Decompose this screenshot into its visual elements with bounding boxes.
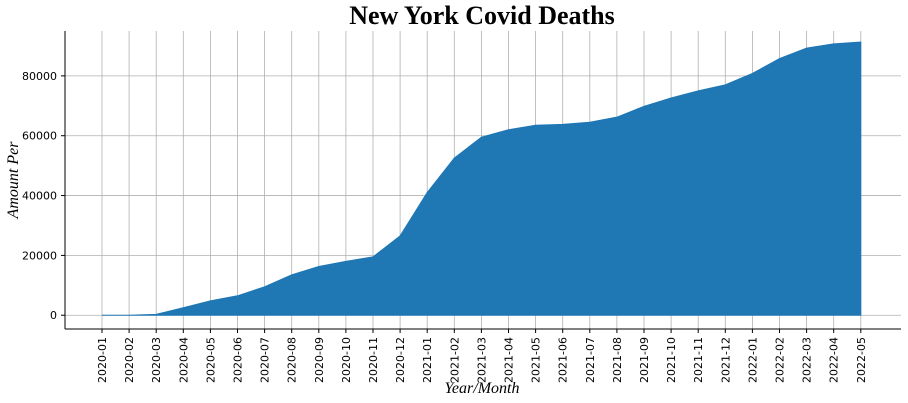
- x-tick-label: 2021-09: [638, 337, 651, 383]
- x-tick-label: 2021-07: [584, 337, 597, 383]
- x-tick-label: 2021-11: [692, 337, 705, 383]
- x-tick-label: 2022-03: [801, 337, 814, 383]
- x-tick-label: 2022-01: [746, 337, 759, 383]
- x-tick-label: 2021-06: [557, 337, 570, 383]
- x-tick-label: 2020-08: [286, 337, 299, 383]
- x-tick-label: 2021-04: [503, 337, 516, 383]
- x-tick-label: 2022-02: [774, 337, 787, 383]
- x-tick-label: 2020-09: [313, 337, 326, 383]
- x-tick-label: 2020-02: [123, 337, 136, 383]
- x-tick-label: 2020-11: [367, 337, 380, 383]
- x-tick-label: 2020-05: [204, 337, 217, 383]
- x-tick-label: 2021-05: [530, 337, 543, 383]
- area-series: [102, 41, 862, 316]
- x-tick-label: 2021-02: [448, 337, 461, 383]
- y-axis-label: Amount Per: [5, 141, 22, 220]
- x-tick-label: 2021-03: [475, 337, 488, 383]
- x-tick-label: 2020-04: [177, 337, 190, 383]
- x-tick-label: 2020-01: [96, 337, 109, 383]
- chart-title: New York Covid Deaths: [349, 1, 615, 30]
- x-tick-label: 2020-06: [232, 337, 245, 383]
- x-tick-label: 2021-12: [719, 337, 732, 383]
- axes: 2020-01 2020-02 2020-03 2020-04 2020-05 2020-…: [22, 31, 901, 383]
- x-tick-label: 2020-12: [394, 337, 407, 383]
- y-tick-label: 80000: [22, 70, 57, 83]
- x-tick-label: 2022-04: [828, 337, 841, 383]
- x-tick-label: 2021-10: [665, 337, 678, 383]
- x-tick-label: 2021-01: [421, 337, 434, 383]
- x-tick-label: 2022-05: [855, 337, 868, 383]
- y-tick-label: 0: [50, 309, 57, 322]
- y-tick-label: 20000: [22, 249, 57, 262]
- y-tick-label: 60000: [22, 130, 57, 143]
- x-tick-label: 2020-07: [259, 337, 272, 383]
- x-tick-label: 2020-03: [150, 337, 163, 383]
- plot-area: [102, 41, 862, 316]
- x-tick-label: 2021-08: [611, 337, 624, 383]
- x-axis-label: Year/Month: [445, 380, 520, 397]
- y-tick-label: 40000: [22, 190, 57, 203]
- x-tick-label: 2020-10: [340, 337, 353, 383]
